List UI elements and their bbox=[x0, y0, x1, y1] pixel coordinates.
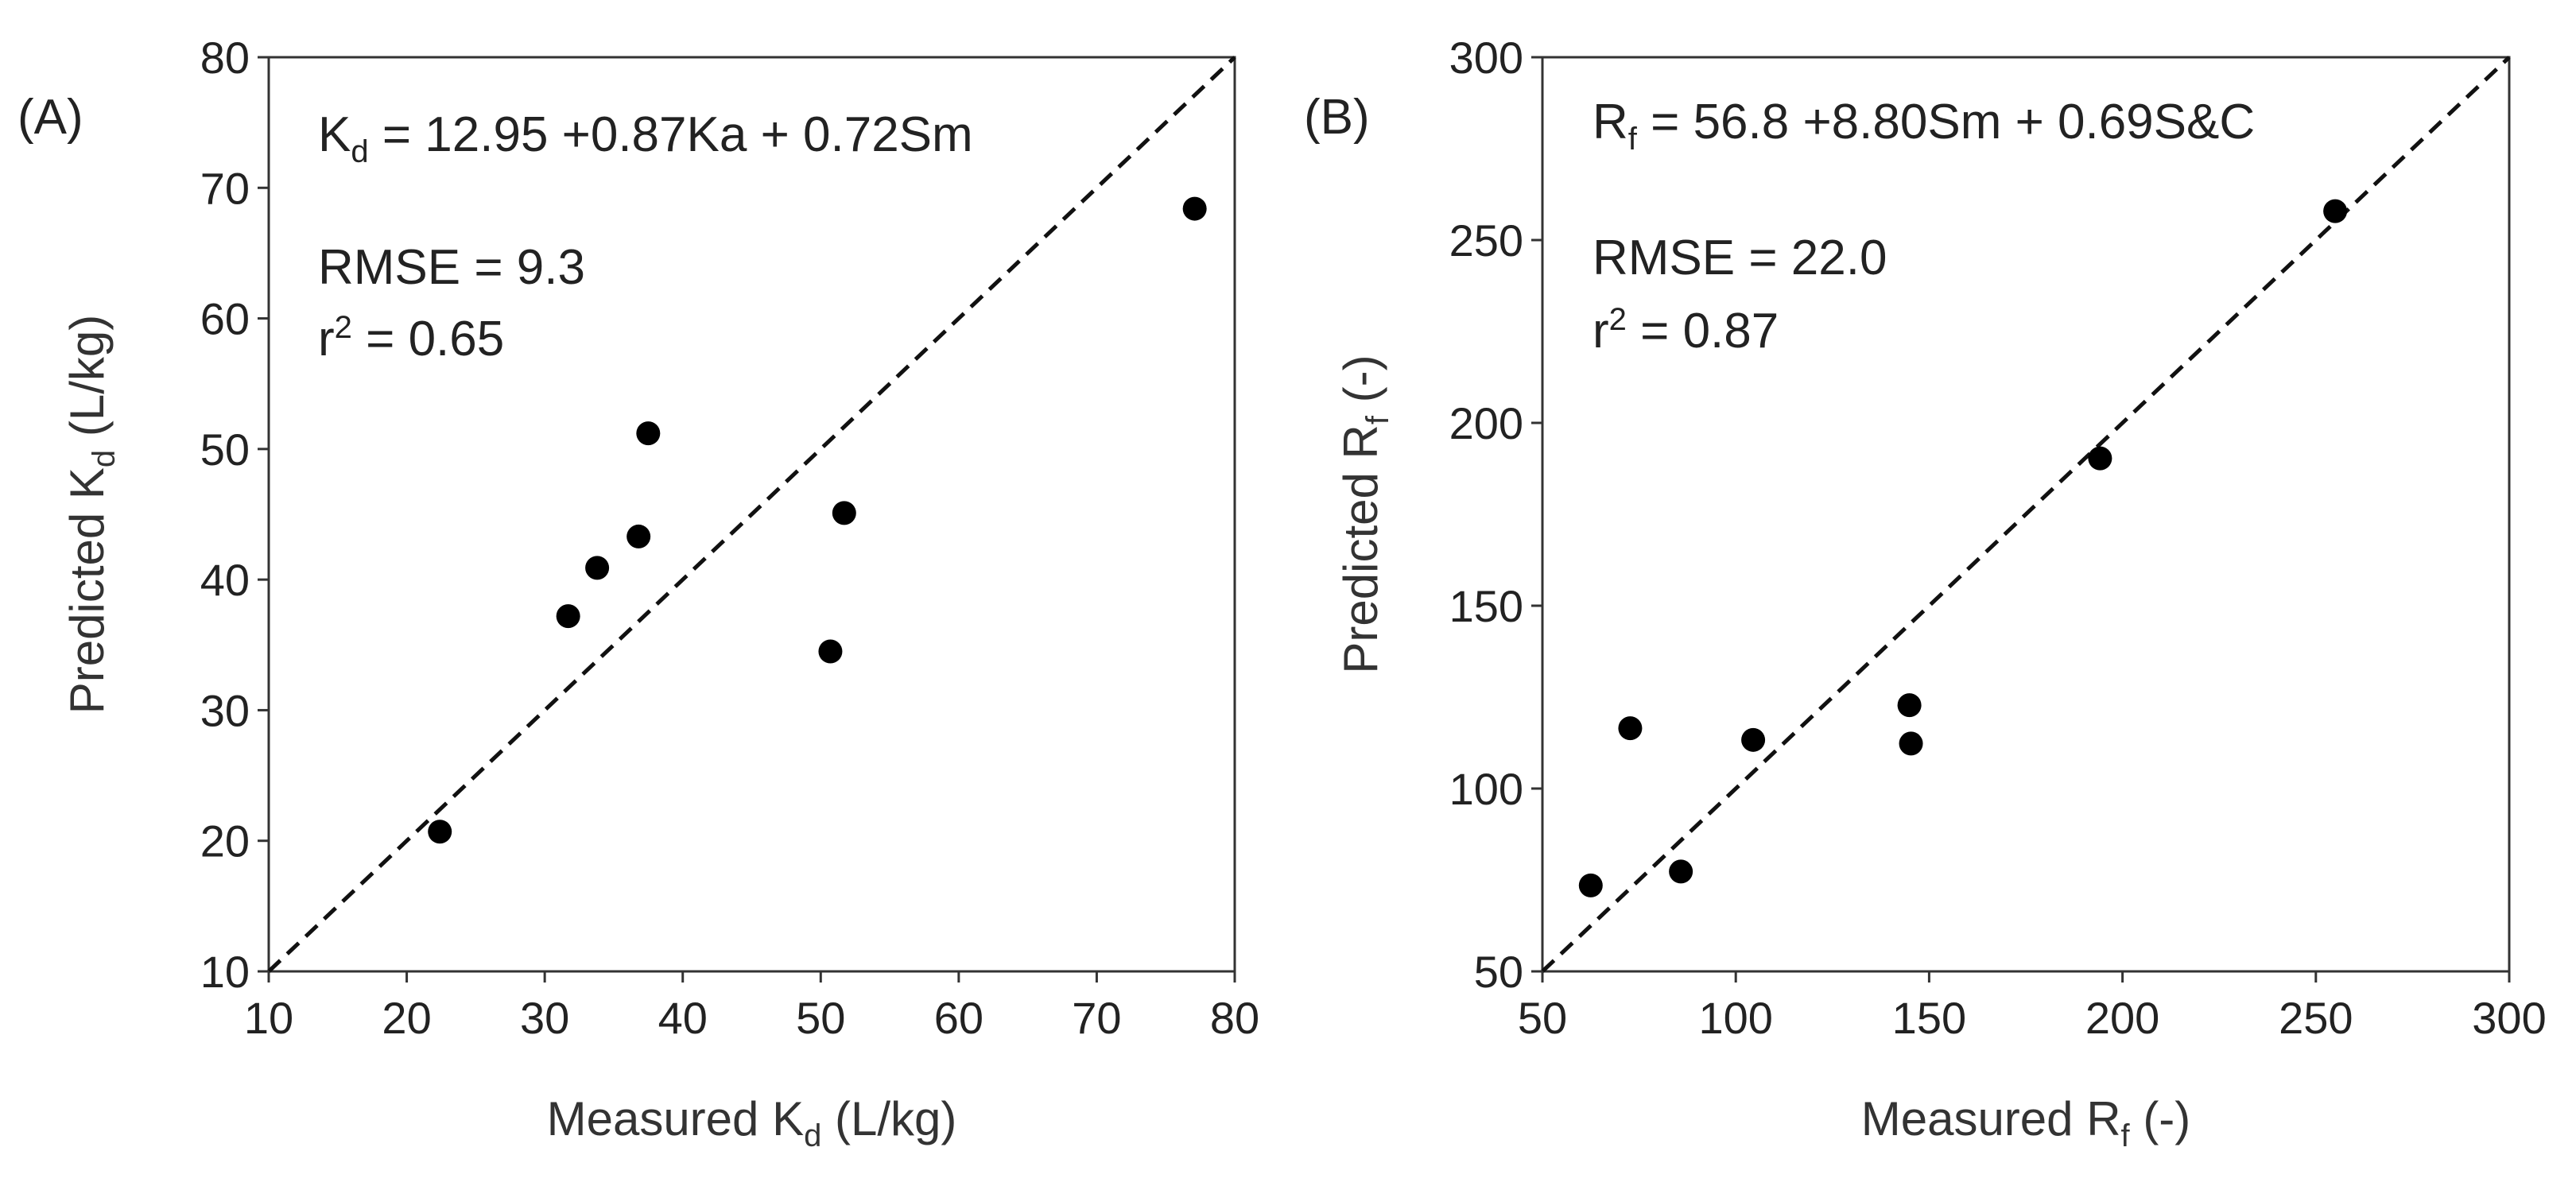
plot-frame bbox=[267, 56, 1236, 973]
data-point bbox=[1741, 727, 1766, 752]
y-tick-label: 20 bbox=[200, 816, 250, 866]
x-tick-label: 30 bbox=[520, 993, 569, 1043]
x-tick-label: 150 bbox=[1892, 993, 1966, 1043]
data-point bbox=[2323, 199, 2348, 223]
x-tick-label: 70 bbox=[1072, 993, 1121, 1043]
x-tick-label: 250 bbox=[2279, 993, 2353, 1043]
data-point bbox=[818, 639, 843, 664]
x-axis-title: Measured Kd (L/kg) bbox=[547, 1092, 957, 1153]
data-point bbox=[1182, 196, 1207, 221]
y-tick-label: 250 bbox=[1449, 215, 1523, 265]
y-tick-label: 200 bbox=[1449, 398, 1523, 448]
data-point bbox=[1669, 859, 1693, 884]
x-tick-label: 50 bbox=[1518, 993, 1567, 1043]
y-tick-label: 40 bbox=[200, 555, 250, 605]
data-point bbox=[428, 820, 452, 844]
x-axis-title: Measured Rf (-) bbox=[1861, 1092, 2191, 1153]
x-tick-label: 100 bbox=[1698, 993, 1772, 1043]
y-tick-label: 10 bbox=[200, 947, 250, 997]
y-tick-label: 100 bbox=[1449, 764, 1523, 814]
regression-equation: Rf = 56.8 +8.80Sm + 0.69S&C bbox=[1593, 95, 2255, 157]
y-tick-label: 300 bbox=[1449, 33, 1523, 83]
x-tick-label: 80 bbox=[1210, 993, 1259, 1043]
x-tick-label: 10 bbox=[244, 993, 293, 1043]
regression-equation: Kd = 12.95 +0.87Ka + 0.72Sm bbox=[318, 107, 973, 169]
y-tick-label: 60 bbox=[200, 294, 250, 344]
y-axis-title: Predicted Kd (L/kg) bbox=[60, 315, 122, 714]
panel-a: 10 20 30 40 50 60 70 80 10 20 30 40 50 60 70 80 (A) Kd = … bbox=[17, 33, 1259, 1153]
x-tick-label: 20 bbox=[382, 993, 431, 1043]
panel-label: (B) bbox=[1304, 90, 1370, 145]
data-point bbox=[627, 524, 651, 548]
y-tick-label: 150 bbox=[1449, 581, 1523, 631]
one-to-one-line bbox=[267, 56, 1236, 973]
y-tick-label: 50 bbox=[1474, 947, 1523, 997]
y-tick-label: 50 bbox=[200, 424, 250, 475]
x-tick-label: 300 bbox=[2472, 993, 2546, 1043]
panel-label: (A) bbox=[17, 90, 83, 145]
data-point bbox=[1897, 693, 1922, 718]
panel-b: 50 100 150 200 250 300 50 100 150 200 250 300 (B) Rf … bbox=[1304, 33, 2547, 1153]
y-tick-label: 30 bbox=[200, 685, 250, 735]
data-point bbox=[1578, 873, 1603, 897]
data-point bbox=[585, 556, 610, 580]
one-to-one-line bbox=[1541, 56, 2511, 973]
data-point bbox=[1618, 716, 1643, 741]
y-axis-title: Predicted Rf (-) bbox=[1334, 355, 1395, 673]
data-point bbox=[636, 421, 661, 446]
y-tick-label: 70 bbox=[200, 163, 250, 213]
r-squared-text: r2 = 0.65 bbox=[318, 310, 504, 366]
data-point bbox=[556, 604, 580, 629]
plot-frame bbox=[1541, 56, 2511, 973]
data-point bbox=[2088, 446, 2112, 471]
rmse-text: RMSE = 22.0 bbox=[1593, 231, 1887, 285]
rmse-text: RMSE = 9.3 bbox=[318, 240, 585, 295]
data-point bbox=[1899, 731, 1923, 756]
r-squared-text: r2 = 0.87 bbox=[1593, 302, 1779, 359]
x-tick-label: 50 bbox=[796, 993, 845, 1043]
x-tick-label: 60 bbox=[934, 993, 983, 1043]
y-tick-label: 80 bbox=[200, 33, 250, 83]
data-point bbox=[832, 501, 856, 525]
x-tick-label: 200 bbox=[2085, 993, 2159, 1043]
x-tick-label: 40 bbox=[658, 993, 708, 1043]
